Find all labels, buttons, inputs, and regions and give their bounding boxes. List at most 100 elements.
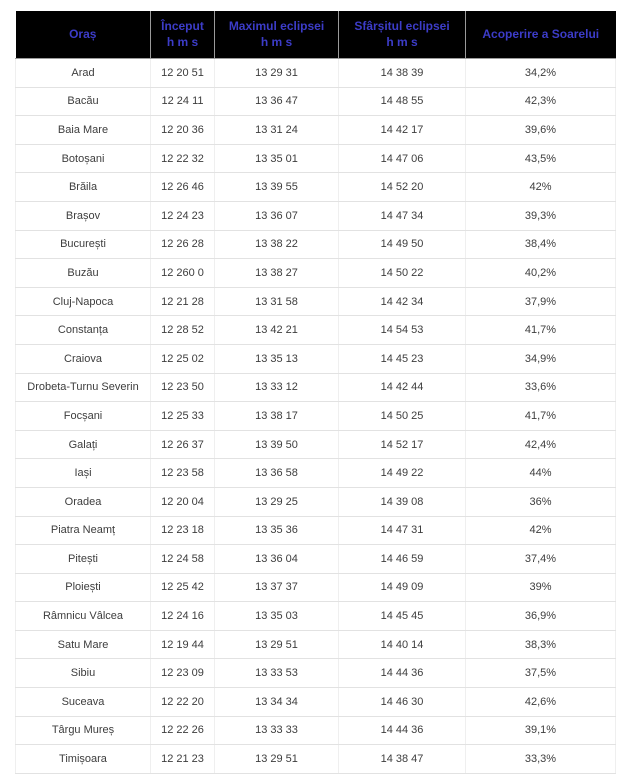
- cell-city: Brăila: [15, 172, 151, 202]
- header-maximum-sub: h m s: [260, 34, 293, 49]
- cell-coverage: 42,6%: [465, 687, 616, 717]
- cell-start: 12 25 33: [150, 401, 215, 431]
- cell-coverage: 36,9%: [465, 601, 616, 631]
- table-row: Cluj-Napoca 12 21 28 13 31 58 14 42 34 37,9%: [15, 287, 616, 317]
- cell-city: Focșani: [15, 401, 151, 431]
- cell-coverage: 39,1%: [465, 716, 616, 746]
- cell-end: 14 54 53: [338, 315, 466, 345]
- cell-city: Craiova: [15, 344, 151, 374]
- cell-max: 13 38 17: [214, 401, 339, 431]
- cell-city: Iași: [15, 458, 151, 488]
- cell-city: Oradea: [15, 487, 151, 517]
- cell-start: 12 20 36: [150, 115, 215, 145]
- cell-end: 14 39 08: [338, 487, 466, 517]
- header-end-label: Sfârșitul eclipsei: [354, 18, 450, 33]
- header-maximum-label: Maximul eclipsei: [228, 18, 325, 33]
- cell-start: 12 26 28: [150, 230, 215, 260]
- cell-max: 13 39 55: [214, 172, 339, 202]
- table-row: Brașov 12 24 23 13 36 07 14 47 34 39,3%: [15, 201, 616, 231]
- header-coverage: Acoperire a Soarelui: [465, 11, 616, 59]
- cell-city: Ploiești: [15, 573, 151, 603]
- table-row: Piatra Neamț 12 23 18 13 35 36 14 47 31 42%: [15, 516, 616, 546]
- cell-max: 13 31 24: [214, 115, 339, 145]
- cell-end: 14 45 23: [338, 344, 466, 374]
- cell-max: 13 29 31: [214, 58, 339, 88]
- cell-city: Piatra Neamț: [15, 516, 151, 546]
- cell-max: 13 42 21: [214, 315, 339, 345]
- cell-end: 14 45 45: [338, 601, 466, 631]
- cell-max: 13 33 12: [214, 373, 339, 403]
- cell-start: 12 22 20: [150, 687, 215, 717]
- table-row: Târgu Mureș 12 22 26 13 33 33 14 44 36 39,1%: [15, 716, 616, 746]
- table-row: Iași 12 23 58 13 36 58 14 49 22 44%: [15, 458, 616, 488]
- cell-end: 14 40 14: [338, 630, 466, 660]
- cell-coverage: 39,3%: [465, 201, 616, 231]
- cell-max: 13 31 58: [214, 287, 339, 317]
- cell-end: 14 47 06: [338, 144, 466, 174]
- cell-coverage: 34,2%: [465, 58, 616, 88]
- cell-end: 14 42 44: [338, 373, 466, 403]
- cell-city: Sibiu: [15, 658, 151, 689]
- cell-start: 12 23 18: [150, 516, 215, 546]
- cell-start: 12 24 58: [150, 544, 215, 574]
- cell-end: 14 42 34: [338, 287, 466, 317]
- cell-start: 12 23 58: [150, 458, 215, 488]
- cell-end: 14 44 36: [338, 716, 466, 746]
- table-header: Oraș Început h m s Maximul eclipsei h m …: [15, 11, 616, 59]
- cell-start: 12 23 09: [150, 658, 215, 689]
- header-start-label: Început: [161, 18, 204, 33]
- cell-max: 13 37 37: [214, 573, 339, 603]
- cell-coverage: 33,3%: [465, 744, 616, 774]
- cell-start: 12 24 16: [150, 601, 215, 631]
- cell-city: Galați: [15, 430, 151, 460]
- cell-end: 14 46 30: [338, 687, 466, 717]
- cell-coverage: 41,7%: [465, 315, 616, 345]
- cell-coverage: 42%: [465, 516, 616, 546]
- cell-coverage: 42%: [465, 172, 616, 202]
- cell-end: 14 42 17: [338, 115, 466, 145]
- cell-max: 13 38 22: [214, 230, 339, 260]
- cell-city: Râmnicu Vâlcea: [15, 601, 151, 631]
- table-row: Suceava 12 22 20 13 34 34 14 46 30 42,6%: [15, 687, 616, 717]
- cell-max: 13 35 36: [214, 516, 339, 546]
- cell-max: 13 29 25: [214, 487, 339, 517]
- cell-max: 13 36 47: [214, 87, 339, 117]
- cell-start: 12 21 28: [150, 287, 215, 317]
- cell-start: 12 26 46: [150, 172, 215, 202]
- cell-max: 13 36 04: [214, 544, 339, 574]
- header-row: Oraș Început h m s Maximul eclipsei h m …: [15, 11, 616, 59]
- cell-city: Târgu Mureș: [15, 716, 151, 746]
- table-row: Ploiești 12 25 42 13 37 37 14 49 09 39%: [15, 573, 616, 603]
- table-row: Galați 12 26 37 13 39 50 14 52 17 42,4%: [15, 430, 616, 460]
- table-row: Constanța 12 28 52 13 42 21 14 54 53 41,7%: [15, 315, 616, 345]
- header-start: Început h m s: [150, 11, 215, 59]
- header-maximum: Maximul eclipsei h m s: [214, 11, 339, 59]
- header-start-sub: h m s: [166, 34, 199, 49]
- table-row: Râmnicu Vâlcea 12 24 16 13 35 03 14 45 45 36…: [15, 601, 616, 631]
- cell-max: 13 33 53: [214, 658, 339, 689]
- cell-end: 14 38 39: [338, 58, 466, 88]
- cell-coverage: 34,9%: [465, 344, 616, 374]
- table-row: Craiova 12 25 02 13 35 13 14 45 23 34,9%: [15, 344, 616, 374]
- table-body: Arad 12 20 51 13 29 31 14 38 39 34,2% Bacău 12…: [15, 58, 616, 774]
- cell-coverage: 38,4%: [465, 230, 616, 260]
- cell-max: 13 35 01: [214, 144, 339, 174]
- cell-city: Timișoara: [15, 744, 151, 774]
- cell-end: 14 38 47: [338, 744, 466, 774]
- cell-end: 14 48 55: [338, 87, 466, 117]
- cell-end: 14 49 22: [338, 458, 466, 488]
- cell-coverage: 39,6%: [465, 115, 616, 145]
- cell-city: Suceava: [15, 687, 151, 717]
- table-row: Focșani 12 25 33 13 38 17 14 50 25 41,7%: [15, 401, 616, 431]
- cell-coverage: 36%: [465, 487, 616, 517]
- cell-city: Botoșani: [15, 144, 151, 174]
- cell-start: 12 21 23: [150, 744, 215, 774]
- cell-city: Bacău: [15, 87, 151, 117]
- cell-start: 12 260 0: [150, 258, 215, 288]
- cell-max: 13 34 34: [214, 687, 339, 717]
- cell-max: 13 29 51: [214, 744, 339, 774]
- cell-max: 13 39 50: [214, 430, 339, 460]
- cell-city: Constanța: [15, 315, 151, 345]
- cell-coverage: 44%: [465, 458, 616, 488]
- cell-start: 12 20 51: [150, 58, 215, 88]
